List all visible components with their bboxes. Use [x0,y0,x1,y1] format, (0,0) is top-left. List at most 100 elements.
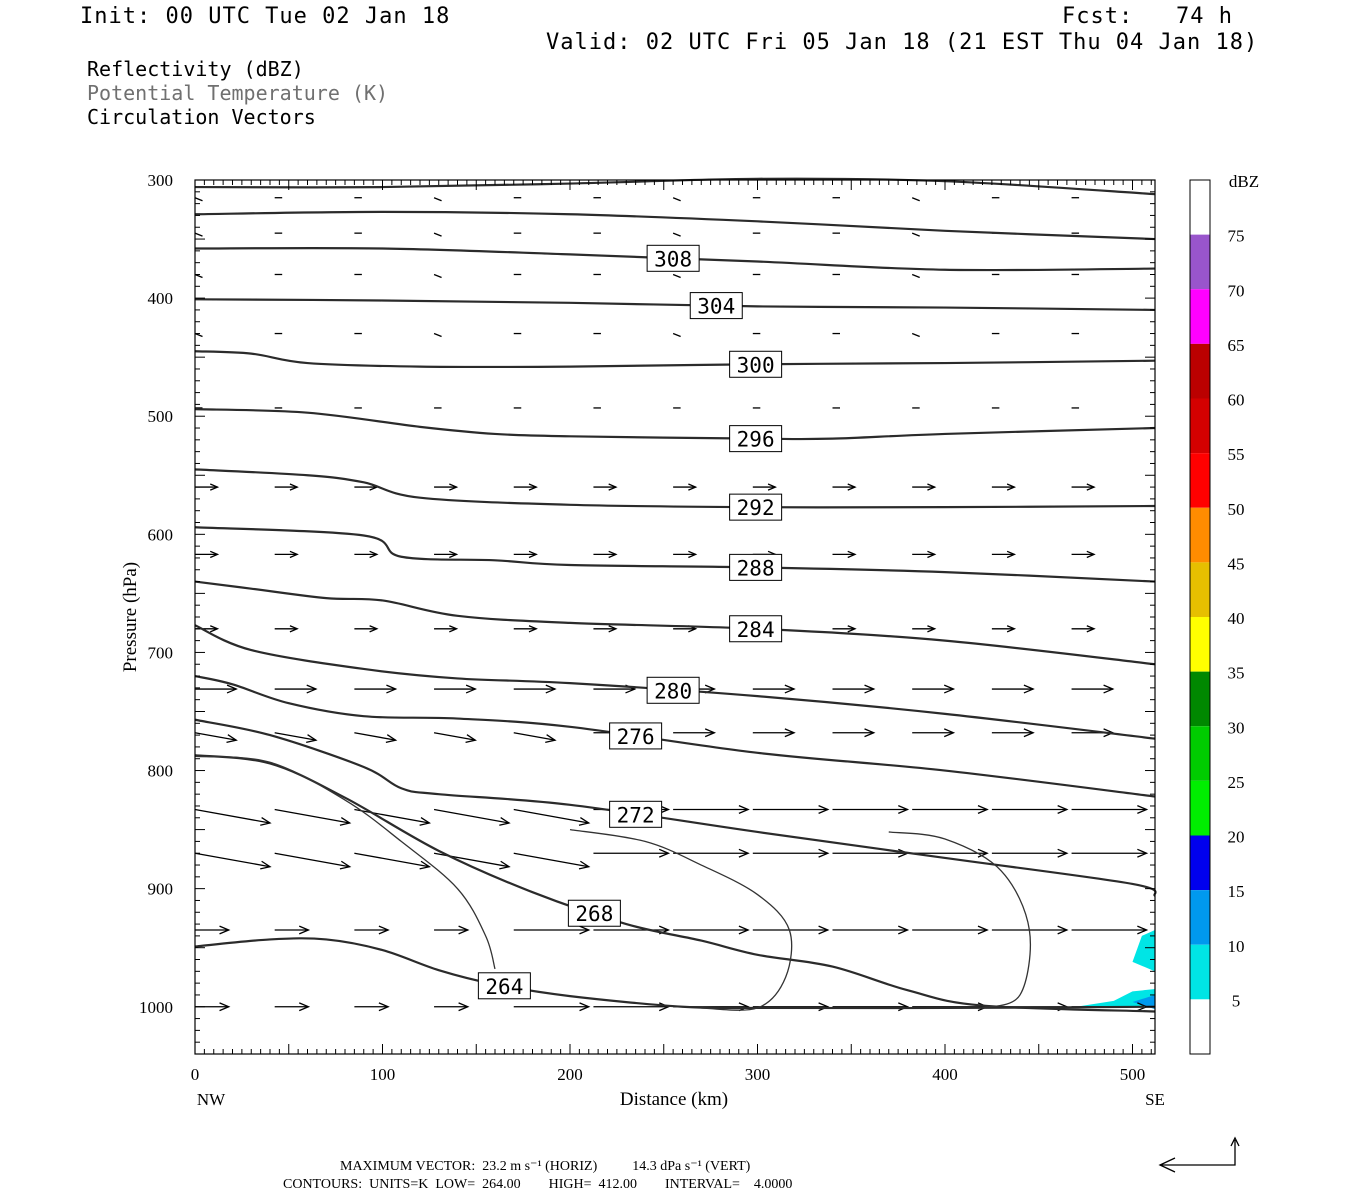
vector-arrowhead [1086,625,1096,633]
colorbar-segment [1190,343,1210,399]
legend-potential-temperature: Potential Temperature (K) [87,81,389,105]
contour-label-box [729,553,783,581]
colorbar-segment [1190,671,1210,727]
theta-contour-line [194,177,1156,196]
vector-arrowhead [578,860,591,870]
circulation-vectors [194,197,1149,1012]
vector-arrowhead [1086,550,1096,559]
vector-arrowhead [306,734,318,744]
vector-arrow [513,808,589,824]
contour-label: 292 [737,496,775,520]
vector-arrowhead [528,625,538,633]
contour-label: 284 [737,618,775,642]
colorbar-segment [1190,726,1210,781]
colorbar-level-label: 10 [1228,937,1245,956]
contour-label-box [567,899,621,927]
vector-arrowhead [449,625,459,633]
vector-arrowhead [1057,805,1069,815]
vector-arrowhead [298,925,311,935]
contour-label-box [477,972,531,1000]
max-vector-text: MAXIMUM VECTOR: 23.2 m s⁻¹ (HORIZ) 14.3 … [340,1159,751,1174]
vector-arrowhead [818,805,830,815]
vector-arrowhead [898,925,910,935]
contour-label: 272 [617,803,655,827]
theta-contour-line [194,210,1156,241]
vector-arrowhead [1137,925,1149,935]
vector-arrowhead [977,925,989,935]
plot-frame [194,179,1156,1055]
vector-arrowhead [818,1002,830,1012]
vector-arrowhead [449,483,459,491]
vector-arrowhead [658,805,671,815]
vector-arrowhead [369,625,379,633]
vector-arrowhead [499,817,511,826]
vector-arrowhead [864,728,876,738]
reference-vector-icon [1158,1136,1240,1173]
colorbar-segment [1190,562,1210,617]
contour-label-box [646,244,700,272]
vector-arrowhead [339,860,352,870]
colorbar-frame [1189,179,1211,1055]
vector-arrowhead [528,550,538,559]
vector-arrow [194,232,203,237]
vector-arrowhead [419,860,432,870]
colorbar-segment [1190,507,1210,563]
vector-arrowhead [784,684,796,694]
contour-label-box [689,292,743,320]
streamline [569,828,793,1011]
colorbar-level-label: 50 [1228,500,1245,519]
colorbar-level-label: 65 [1228,336,1245,355]
colorbar-level-label: 55 [1228,445,1245,464]
vector-arrowhead [1137,848,1149,858]
vector-arrowhead [378,1002,390,1012]
vector-arrow [513,732,556,741]
colorbar-segment [1190,944,1210,1000]
vector-arrowhead [927,550,937,559]
vector-arrowhead [545,684,557,694]
contour-label: 300 [737,353,775,377]
vector-arrow [433,232,442,237]
vector-arrowhead [226,684,238,694]
vector-arrowhead [260,860,272,870]
contour-label-box [729,425,783,453]
vector-arrow [194,852,271,868]
theta-contour-line [194,754,1156,1013]
contour-label: 276 [617,725,655,749]
vector-arrow [354,732,396,741]
vector-arrowhead [943,684,956,694]
vector-arrow [433,273,442,279]
vector-arrowhead [465,734,477,744]
vector-arrowhead [784,728,796,738]
y-tick-label: 700 [148,643,174,662]
vector-arrowhead [298,1002,311,1012]
vector-arrowhead [499,860,511,870]
theta-contour-line [194,408,1156,441]
vector-arrowhead [738,1002,750,1012]
vector-arrowhead [738,805,750,815]
vector-arrowhead [1006,625,1017,633]
theta-contour-line [194,468,1156,509]
colorbar-segment [1190,890,1210,945]
colorbar-level-label: 15 [1228,882,1245,901]
vector-arrow [354,808,430,824]
contour-label-box [646,676,700,704]
vector-arrowhead [289,483,299,491]
colorbar-segment [1190,999,1210,1054]
vector-arrow [433,332,442,338]
vector-arrowhead [847,483,857,491]
x-end-label-left: NW [197,1090,226,1109]
colorbar-level-label: 30 [1228,718,1245,737]
vector-arrowhead [385,734,398,744]
vector-arrow [672,273,681,279]
colorbar-segment [1190,398,1210,454]
vector-arrow [274,808,350,824]
vector-arrowhead [465,684,477,694]
theta-contour-line [194,674,1156,798]
vector-arrow [433,197,442,202]
vector-arrowhead [1057,848,1069,858]
vector-arrow [911,232,920,237]
plot-axes: 0 100 200 300 400 500 300 400 500 600 700 800 900 100… [120,171,1165,1110]
colorbar-level-label: 75 [1228,227,1245,246]
